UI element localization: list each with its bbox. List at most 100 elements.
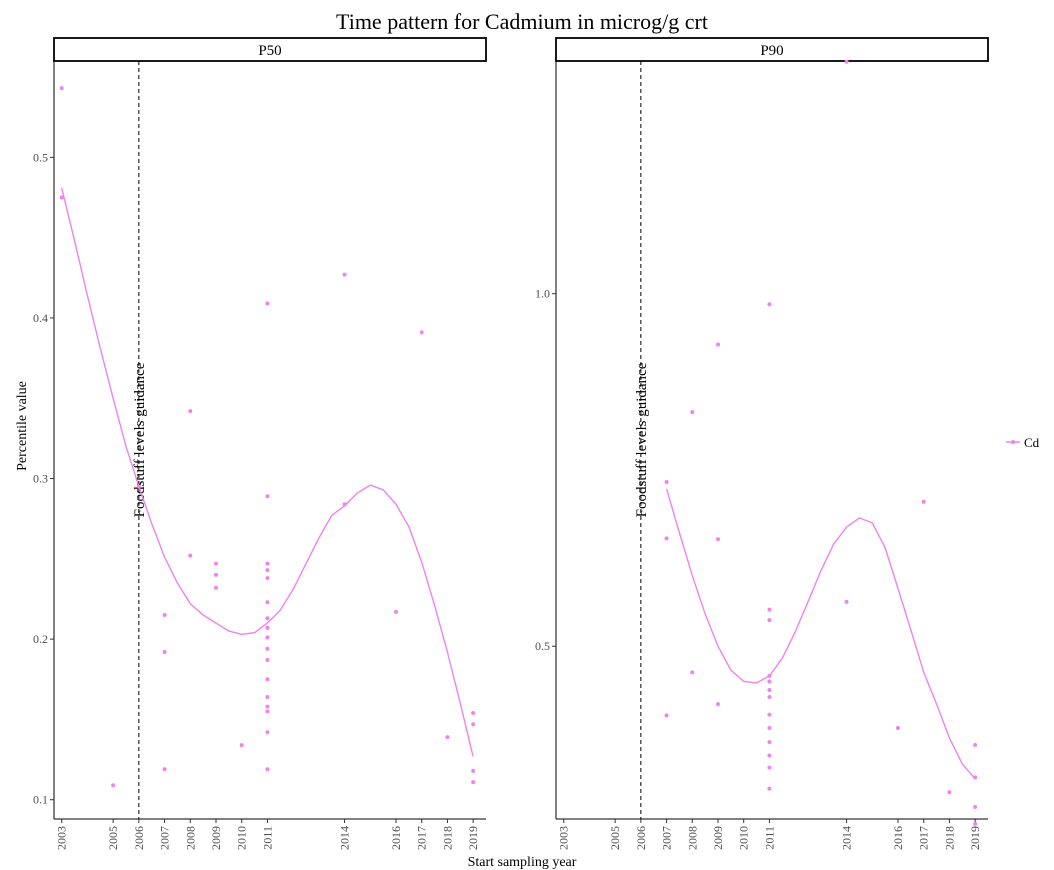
data-point-cd <box>342 272 347 277</box>
x-tick-label: 2016 <box>389 826 403 850</box>
x-tick-label: 2007 <box>660 826 674 850</box>
data-point-cd <box>767 753 772 758</box>
strip-box <box>53 37 487 62</box>
data-point-cd <box>664 479 669 484</box>
data-point-cd <box>767 695 772 700</box>
data-point-cd <box>767 740 772 745</box>
data-point-cd <box>265 767 270 772</box>
x-tick-label: 2006 <box>132 826 146 850</box>
trend-line-cd <box>665 488 976 780</box>
strip-label: P50 <box>258 43 281 59</box>
panel-p50: P50 0.1 0.2 0.3 0.4 0.5 2003 2005 2006 2007 2008 20… <box>33 37 487 850</box>
panel-p90: P90 0.5 1.0 2003 2005 2006 2007 2008 2009 2010 201… <box>535 37 989 850</box>
data-point-cd <box>265 677 270 682</box>
x-tick-label: 2009 <box>209 826 223 850</box>
data-point-cd <box>265 568 270 573</box>
data-point-cd <box>844 59 849 64</box>
data-point-cd <box>767 687 772 692</box>
data-point-cd <box>445 735 450 740</box>
x-tick-label: 2006 <box>634 826 648 850</box>
x-tick-label: 2005 <box>106 826 120 850</box>
data-point-cd <box>239 743 244 748</box>
y-axis-title: Percentile value <box>15 381 30 471</box>
data-point-cd <box>844 599 849 604</box>
data-point-cd <box>716 342 720 347</box>
y-tick-label: 0.4 <box>33 311 48 325</box>
x-tick-label: 2014 <box>338 826 352 850</box>
data-point-cd <box>767 607 772 612</box>
data-point-cd <box>921 499 926 504</box>
data-point-cd <box>767 679 772 684</box>
data-point-cd <box>664 536 669 541</box>
x-tick-label: 2005 <box>608 826 622 850</box>
data-point-cd <box>896 726 900 731</box>
data-point-cd <box>265 709 270 714</box>
data-point-cd <box>471 780 476 785</box>
data-point-cd <box>471 722 476 727</box>
x-tick-label: 2017 <box>917 826 931 850</box>
data-point-cd <box>265 646 270 651</box>
x-tick-label: 2017 <box>415 826 429 850</box>
data-point-cd <box>265 694 270 699</box>
data-point-cd <box>767 712 772 717</box>
data-point-cd <box>265 600 270 605</box>
data-point-cd <box>265 301 270 306</box>
y-tick-label: 1.0 <box>535 287 550 301</box>
data-point-cd <box>947 790 952 795</box>
data-point-cd <box>214 585 218 590</box>
data-point-cd <box>265 658 270 663</box>
x-axis-title: Start sampling year <box>468 855 577 870</box>
legend: Cd <box>1006 435 1040 450</box>
data-point-cd <box>214 561 218 566</box>
data-point-cd <box>162 613 167 618</box>
strip-box <box>555 37 989 62</box>
data-point-cd <box>664 713 669 718</box>
x-tick-label: 2009 <box>711 826 725 850</box>
data-point-cd <box>973 775 978 780</box>
x-tick-label: 2019 <box>968 826 982 850</box>
y-tick-label: 0.5 <box>535 639 550 653</box>
data-point-cd <box>471 711 476 716</box>
data-point-cd <box>767 726 772 731</box>
x-tick-label: 2014 <box>840 826 854 850</box>
x-tick-label: 2019 <box>466 826 480 850</box>
x-tick-label: 2010 <box>235 826 249 850</box>
x-tick-label: 2011 <box>762 826 776 850</box>
legend-entry-cd: Cd <box>1024 435 1040 450</box>
data-point-cd <box>188 409 193 414</box>
data-point-cd <box>265 561 270 566</box>
data-point-cd <box>767 302 772 307</box>
data-point-cd <box>690 410 695 415</box>
data-point-cd <box>188 553 193 558</box>
data-point-cd <box>767 786 772 791</box>
y-tick-label: 0.2 <box>33 632 48 646</box>
x-tick-label: 2016 <box>891 826 905 850</box>
data-point-cd <box>111 783 116 788</box>
data-point-cd <box>214 572 218 577</box>
y-tick-label: 0.3 <box>33 472 48 486</box>
reference-line-label: Foodstuff levels guidance <box>132 362 148 517</box>
x-tick-label: 2008 <box>685 826 699 850</box>
x-tick-label: 2003 <box>55 826 69 850</box>
data-point-cd <box>265 625 270 630</box>
data-point-cd <box>162 767 167 772</box>
data-point-cd <box>265 616 270 621</box>
data-point-cd <box>690 670 695 675</box>
data-point-cd <box>767 765 772 770</box>
legend-key-point <box>1011 440 1015 444</box>
x-tick-label: 2003 <box>557 826 571 850</box>
data-point-cd <box>265 494 270 499</box>
y-tick-label: 0.5 <box>33 150 48 164</box>
x-tick-label: 2008 <box>183 826 197 850</box>
y-tick-label: 0.1 <box>33 793 48 807</box>
x-tick-label: 2011 <box>260 826 274 850</box>
x-tick-label: 2010 <box>737 826 751 850</box>
data-point-cd <box>59 86 64 91</box>
strip-label: P90 <box>760 43 783 59</box>
data-point-cd <box>342 502 347 507</box>
data-point-cd <box>973 805 978 810</box>
data-point-cd <box>59 195 64 200</box>
data-point-cd <box>716 702 720 707</box>
data-point-cd <box>265 704 270 709</box>
